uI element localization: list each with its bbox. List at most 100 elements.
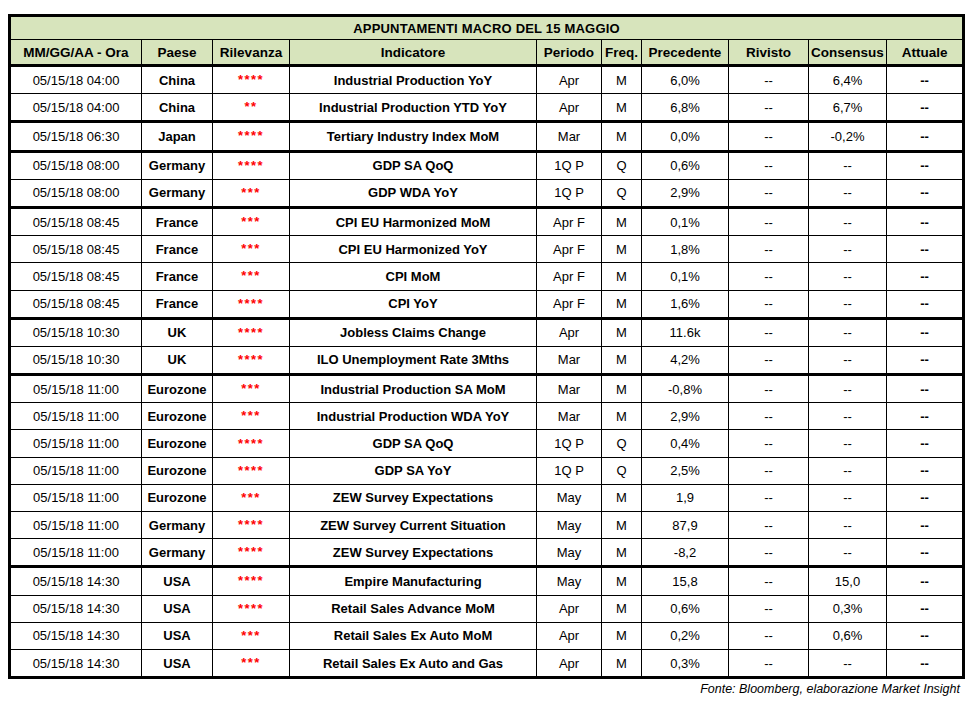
cell-consensus: 0,6% [809,622,887,649]
cell-previous: 1,9 [642,484,729,511]
cell-consensus: -- [809,263,887,290]
cell-actual: -- [887,622,964,649]
cell-revised: -- [729,457,809,484]
cell-country: Eurozone [142,403,213,430]
column-header-1: Paese [142,40,213,66]
table-row: 05/15/18 11:00Eurozone***Industrial Prod… [10,403,964,430]
cell-previous: -0,8% [642,375,729,403]
cell-country: Japan [142,122,213,151]
macro-calendar-table: APPUNTAMENTI MACRO DEL 15 MAGGIO MM/GG/A… [8,14,965,679]
cell-period: Mar [537,375,602,403]
cell-period: Apr [537,94,602,122]
cell-indicator: CPI EU Harmonized YoY [290,236,537,263]
cell-datetime: 05/15/18 11:00 [10,512,142,539]
cell-actual: -- [887,595,964,622]
cell-country: Eurozone [142,457,213,484]
cell-period: Apr [537,318,602,346]
cell-period: 1Q P [537,457,602,484]
cell-relevance: **** [213,151,290,179]
cell-revised: -- [729,207,809,235]
table-row: 05/15/18 11:00Eurozone***ZEW Survey Expe… [10,484,964,511]
cell-previous: 1,8% [642,236,729,263]
cell-revised: -- [729,595,809,622]
cell-actual: -- [887,179,964,207]
cell-previous: 2,9% [642,403,729,430]
cell-freq: M [602,94,642,122]
table-row: 05/15/18 11:00Germany****ZEW Survey Expe… [10,539,964,567]
cell-country: UK [142,318,213,346]
cell-previous: 0,0% [642,122,729,151]
table-row: 05/15/18 11:00Eurozone***Industrial Prod… [10,375,964,403]
table-head: APPUNTAMENTI MACRO DEL 15 MAGGIO MM/GG/A… [10,16,964,66]
table-row: 05/15/18 08:45France***CPI MoMApr FM0,1%… [10,263,964,290]
cell-period: May [537,484,602,511]
cell-consensus: 6,4% [809,66,887,94]
cell-revised: -- [729,318,809,346]
cell-relevance: *** [213,179,290,207]
cell-country: Germany [142,151,213,179]
table-row: 05/15/18 10:30UK****ILO Unemployment Rat… [10,346,964,374]
table-row: 05/15/18 14:30USA****Retail Sales Advanc… [10,595,964,622]
cell-revised: -- [729,622,809,649]
cell-indicator: Jobless Claims Change [290,318,537,346]
cell-revised: -- [729,179,809,207]
cell-consensus: -- [809,236,887,263]
cell-consensus: -- [809,457,887,484]
cell-actual: -- [887,539,964,567]
cell-revised: -- [729,403,809,430]
cell-period: May [537,512,602,539]
cell-revised: -- [729,430,809,457]
cell-consensus: 6,7% [809,94,887,122]
cell-previous: 1,6% [642,290,729,318]
table-row: 05/15/18 10:30UK****Jobless Claims Chang… [10,318,964,346]
cell-revised: -- [729,375,809,403]
cell-country: China [142,66,213,94]
cell-indicator: CPI YoY [290,290,537,318]
cell-relevance: **** [213,567,290,595]
cell-previous: 2,9% [642,179,729,207]
cell-datetime: 05/15/18 14:30 [10,649,142,677]
cell-previous: 0,4% [642,430,729,457]
cell-period: 1Q P [537,179,602,207]
cell-datetime: 05/15/18 11:00 [10,375,142,403]
cell-indicator: Industrial Production YoY [290,66,537,94]
cell-consensus: -- [809,539,887,567]
cell-actual: -- [887,66,964,94]
cell-freq: Q [602,457,642,484]
cell-datetime: 05/15/18 11:00 [10,457,142,484]
cell-actual: -- [887,236,964,263]
cell-freq: M [602,484,642,511]
cell-relevance: *** [213,403,290,430]
cell-datetime: 05/15/18 08:00 [10,151,142,179]
cell-freq: M [602,122,642,151]
cell-period: Apr [537,649,602,677]
column-header-7: Rivisto [729,40,809,66]
cell-datetime: 05/15/18 11:00 [10,430,142,457]
cell-actual: -- [887,122,964,151]
cell-relevance: **** [213,122,290,151]
cell-revised: -- [729,66,809,94]
cell-previous: 0,6% [642,595,729,622]
cell-freq: M [602,595,642,622]
cell-period: May [537,567,602,595]
cell-consensus: -- [809,484,887,511]
cell-actual: -- [887,318,964,346]
cell-indicator: ILO Unemployment Rate 3Mths [290,346,537,374]
cell-indicator: GDP WDA YoY [290,179,537,207]
table-row: 05/15/18 11:00Germany****ZEW Survey Curr… [10,512,964,539]
cell-indicator: CPI EU Harmonized MoM [290,207,537,235]
cell-previous: 2,5% [642,457,729,484]
cell-previous: 0,1% [642,263,729,290]
cell-datetime: 05/15/18 14:30 [10,622,142,649]
cell-period: May [537,539,602,567]
cell-relevance: **** [213,539,290,567]
cell-period: Apr [537,595,602,622]
cell-consensus: -- [809,207,887,235]
cell-relevance: *** [213,649,290,677]
cell-consensus: 0,3% [809,595,887,622]
column-header-3: Indicatore [290,40,537,66]
cell-freq: M [602,263,642,290]
cell-consensus: -- [809,151,887,179]
cell-previous: 0,2% [642,622,729,649]
cell-country: France [142,207,213,235]
